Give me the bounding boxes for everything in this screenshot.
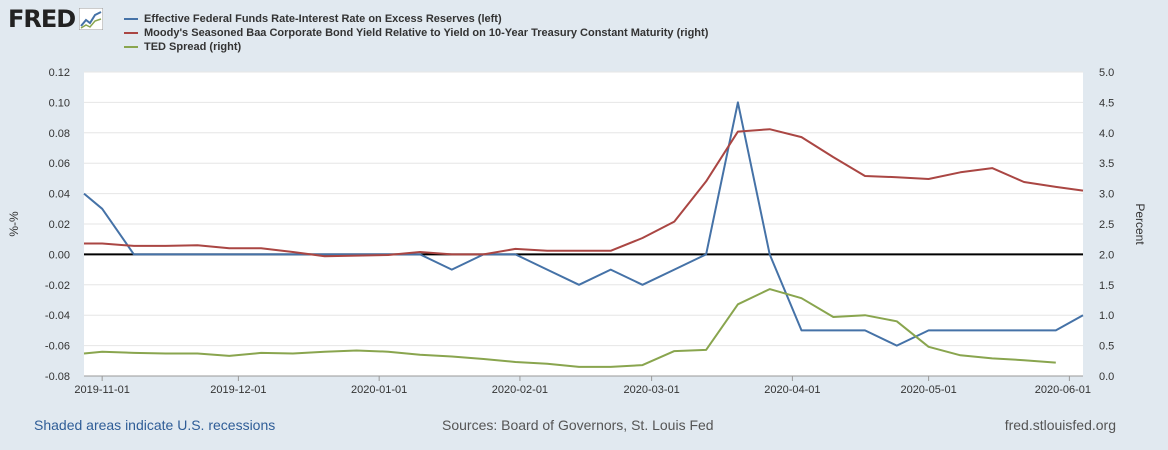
legend-label: Effective Federal Funds Rate-Interest Ra… — [144, 13, 502, 25]
x-tick-label: 2019-12-01 — [210, 384, 266, 396]
right-tick-label: 1.0 — [1099, 310, 1114, 322]
left-tick-label: -0.08 — [45, 371, 70, 383]
legend-label: Moody's Seasoned Baa Corporate Bond Yiel… — [144, 27, 709, 39]
right-axis-label: Percent — [1133, 203, 1147, 245]
left-tick-label: 0.02 — [49, 219, 70, 231]
legend-swatch — [124, 18, 138, 20]
series-line-1[interactable] — [83, 101, 1084, 347]
left-tick-label: -0.02 — [45, 280, 70, 292]
right-tick-label: 3.0 — [1099, 189, 1114, 201]
legend-swatch — [124, 46, 138, 48]
right-tick-label: 1.5 — [1099, 280, 1114, 292]
left-tick-label: 0.10 — [49, 97, 70, 109]
x-tick-label: 2020-06-01 — [1035, 384, 1091, 396]
x-tick-label: 2019-11-01 — [74, 384, 129, 396]
chart-line-icon — [79, 8, 104, 30]
series-line-3[interactable] — [83, 288, 1056, 368]
series-line-2[interactable] — [84, 128, 1084, 258]
legend-item-3[interactable]: TED Spread (right) — [124, 40, 708, 54]
x-tick-label: 2020-02-01 — [492, 384, 548, 396]
fred-logo[interactable]: FRED — [8, 5, 104, 33]
right-tick-label: 0.5 — [1099, 341, 1114, 353]
left-tick-label: 0.00 — [49, 249, 70, 261]
legend-label: TED Spread (right) — [144, 41, 242, 53]
right-tick-label: 4.0 — [1099, 128, 1114, 140]
left-tick-label: 0.08 — [49, 128, 70, 140]
legend-item-2[interactable]: Moody's Seasoned Baa Corporate Bond Yiel… — [124, 26, 708, 40]
sources-note: Sources: Board of Governors, St. Louis F… — [442, 417, 714, 433]
right-tick-label: 2.5 — [1099, 219, 1114, 231]
right-tick-label: 4.5 — [1099, 97, 1114, 109]
right-tick-label: 2.0 — [1099, 249, 1114, 261]
fred-logo-text: FRED — [8, 5, 76, 33]
right-tick-label: 0.0 — [1099, 371, 1114, 383]
right-tick-label: 5.0 — [1099, 67, 1114, 79]
legend-swatch — [124, 32, 138, 34]
left-axis-label: %-% — [7, 211, 21, 237]
left-tick-label: -0.04 — [45, 310, 70, 322]
left-tick-label: -0.06 — [45, 341, 70, 353]
chart-legend: Effective Federal Funds Rate-Interest Ra… — [124, 12, 708, 54]
x-tick-label: 2020-01-01 — [351, 384, 407, 396]
chart-header: FRED Effective Federal Funds Rate-Intere… — [0, 0, 1168, 60]
left-tick-label: 0.04 — [49, 189, 70, 201]
x-tick-label: 2020-04-01 — [764, 384, 820, 396]
right-tick-label: 3.5 — [1099, 158, 1114, 170]
left-tick-label: 0.12 — [49, 67, 70, 79]
site-link[interactable]: fred.stlouisfed.org — [1004, 417, 1116, 433]
left-tick-label: 0.06 — [49, 158, 70, 170]
x-tick-label: 2020-05-01 — [900, 384, 956, 396]
legend-item-1[interactable]: Effective Federal Funds Rate-Interest Ra… — [124, 12, 708, 26]
x-tick-label: 2020-03-01 — [623, 384, 679, 396]
recessions-note: Shaded areas indicate U.S. recessions — [34, 417, 276, 433]
chart-plot: 0.12 5.0 0.10 4.5 0.08 4.0 0.06 3.5 0.04 3.0 0.02 2… — [7, 67, 1147, 396]
